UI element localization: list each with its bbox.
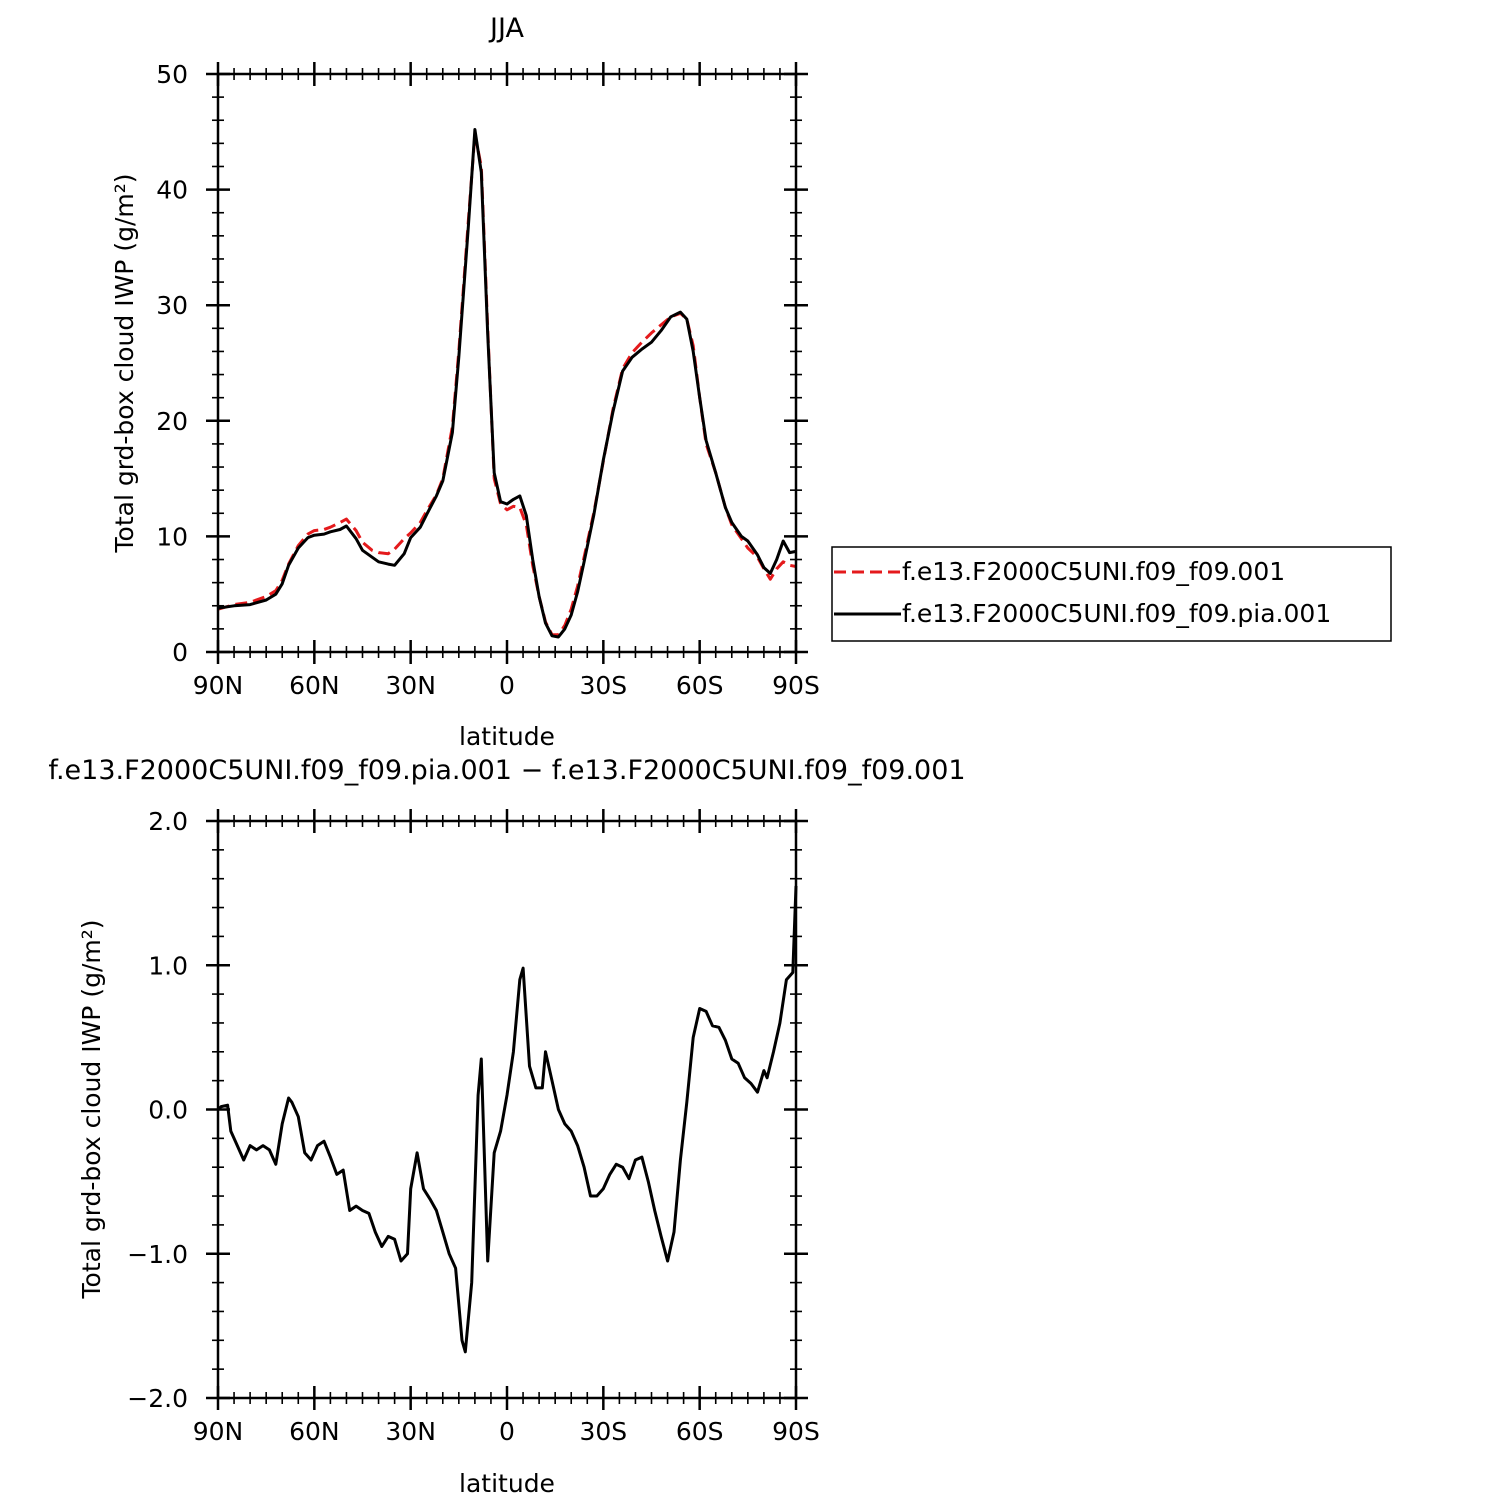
y-tick-label: −1.0 [127, 1240, 188, 1269]
x-tick-label: 90N [193, 671, 244, 700]
legend-label-series-2: f.e13.F2000C5UNI.f09_f09.pia.001 [902, 599, 1331, 628]
y-tick-label: 0.0 [148, 1096, 188, 1125]
y-tick-label: 50 [156, 60, 188, 89]
x-tick-label: 90S [772, 1417, 820, 1446]
x-tick-label: 90N [193, 1417, 244, 1446]
x-tick-label: 30S [579, 1417, 627, 1446]
y-tick-label: 2.0 [148, 807, 188, 836]
bottom-panel: f.e13.F2000C5UNI.f09_f09.pia.001 − f.e13… [48, 755, 965, 1498]
x-tick-label: 60N [289, 1417, 340, 1446]
top-panel-y-axis-label: Total grd-box cloud IWP (g/m²) [110, 173, 139, 553]
x-tick-label: 0 [499, 671, 515, 700]
top-panel-series [217, 128, 797, 639]
bottom-panel-y-axis-label: Total grd-box cloud IWP (g/m²) [77, 919, 106, 1299]
x-tick-label: 30N [385, 1417, 436, 1446]
top-panel-frame [216, 72, 798, 654]
bottom-panel-title: f.e13.F2000C5UNI.f09_f09.pia.001 − f.e13… [48, 755, 965, 786]
x-tick-label: 60N [289, 671, 340, 700]
top-panel: JJA 90N 60N 30N 0 30S 60S 90S 0 10 20 30 40 50 latit… [110, 13, 820, 751]
y-tick-label: 10 [156, 522, 188, 551]
series-line-2 [217, 128, 797, 639]
x-tick-label: 30S [579, 671, 627, 700]
top-panel-x-axis-label: latitude [459, 722, 555, 751]
bottom-panel-series [216, 885, 798, 1354]
y-tick-label: 0 [172, 638, 188, 667]
x-tick-label: 60S [676, 1417, 724, 1446]
series-line-1 [216, 885, 798, 1354]
legend-box [831, 546, 1392, 642]
y-tick-label: −2.0 [127, 1384, 188, 1413]
x-tick-label: 0 [499, 1417, 515, 1446]
y-tick-label: 30 [156, 291, 188, 320]
y-tick-label: 40 [156, 176, 188, 205]
bottom-panel-frame [216, 819, 798, 1400]
top-panel-title: JJA [488, 13, 524, 44]
y-tick-label: 20 [156, 407, 188, 436]
legend-label-series-1: f.e13.F2000C5UNI.f09_f09.001 [902, 557, 1285, 586]
x-tick-label: 60S [676, 671, 724, 700]
bottom-panel-x-axis-label: latitude [459, 1469, 555, 1498]
x-tick-label: 90S [772, 671, 820, 700]
x-tick-label: 30N [385, 671, 436, 700]
y-tick-label: 1.0 [148, 951, 188, 980]
legend: f.e13.F2000C5UNI.f09_f09.001 f.e13.F2000… [831, 546, 1392, 642]
series-line-1 [217, 132, 797, 637]
